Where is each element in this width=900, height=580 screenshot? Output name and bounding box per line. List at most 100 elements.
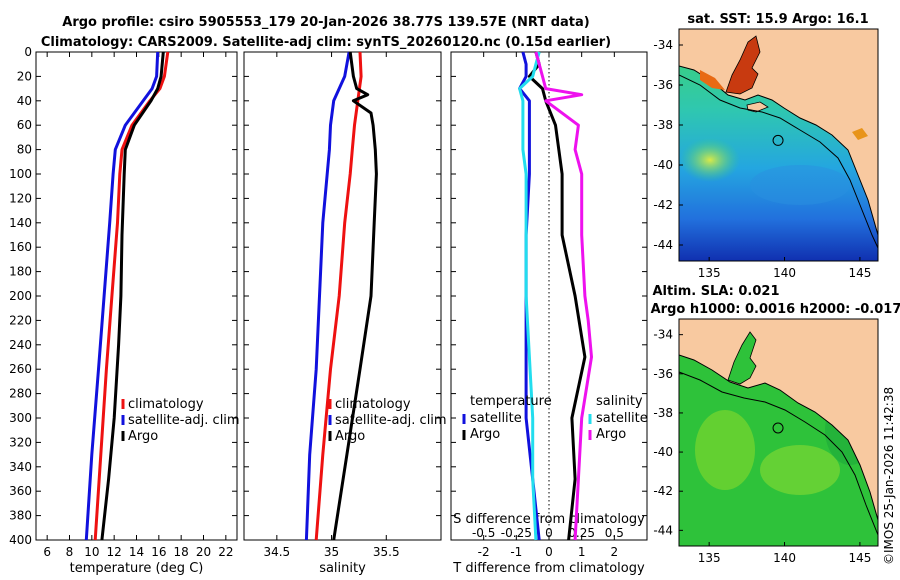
map-x-tick-label: 135 (698, 551, 721, 565)
legend-label: satellite (596, 411, 648, 426)
top-tick-label: -0.25 (501, 526, 532, 540)
x-axis-label: T difference from climatology (452, 561, 645, 576)
sst-map: sat. SST: 15.9 Argo: 16.1 135 140 145 -34 -3… (653, 12, 879, 280)
sst-map-title: sat. SST: 15.9 Argo: 16.1 (687, 12, 868, 27)
top-axis-label: S difference from climatology (453, 512, 645, 527)
x-tick-label: 8 (66, 545, 74, 559)
plot-area (243, 51, 442, 541)
x-tick-label: 35 (324, 545, 339, 559)
map-x-tick-label: 135 (698, 266, 721, 280)
map-y-tick-label: -44 (653, 523, 673, 537)
map-y-tick-label: -42 (653, 198, 673, 212)
y-tick-label: 40 (17, 94, 32, 108)
y-tick-label: 380 (9, 509, 32, 523)
legend-label: satellite (470, 411, 522, 426)
x-tick-label: -1 (510, 545, 522, 559)
y-tick-label: 80 (17, 143, 32, 157)
map-y-tick-label: -40 (653, 445, 673, 459)
legend-left-title: temperature (470, 394, 552, 409)
y-tick-label: 400 (9, 533, 32, 547)
top-tick-label: -0.5 (472, 526, 495, 540)
x-tick-label: 12 (107, 545, 122, 559)
salinity-panel: 34.5 35 35.5 salinity climatologysatellite-a… (243, 51, 447, 576)
series-line-1 (93, 51, 170, 541)
series-line-1 (314, 51, 363, 541)
x-axis-label: temperature (deg C) (70, 561, 204, 576)
series-line-2 (84, 51, 160, 541)
y-tick-label: 360 (9, 484, 32, 498)
map-y-tick-label: -40 (653, 158, 673, 172)
map-x-tick-label: 145 (848, 551, 871, 565)
y-tick-label: 140 (9, 216, 32, 230)
sla-map-frame (678, 318, 879, 547)
sla-map-title-line2: Argo h1000: 0.0016 h2000: -0.017 (651, 302, 900, 317)
legend-label: climatology (335, 397, 411, 412)
legend-label: Argo (335, 429, 365, 444)
x-tick-label: 0 (545, 545, 553, 559)
y-tick-label: 220 (9, 313, 32, 327)
difference-panel: -2 -1 0 1 2 T difference from climatology -0.5… (450, 51, 648, 576)
copyright-stamp: ©IMOS 25-Jan-2026 11:42:38 (882, 387, 896, 565)
y-tick-label: 240 (9, 338, 32, 352)
y-tick-label: 20 (17, 69, 32, 83)
series-line-3 (100, 51, 165, 541)
x-tick-label: 35.5 (373, 545, 400, 559)
legend-label: satellite-adj. clim (335, 413, 447, 428)
y-tick-label: 300 (9, 411, 32, 425)
legend-label: satellite-adj. clim (128, 413, 240, 428)
map-x-tick-label: 140 (773, 266, 796, 280)
y-tick-label: 180 (9, 265, 32, 279)
y-tick-label: 340 (9, 460, 32, 474)
map-y-tick-label: -34 (653, 328, 673, 342)
map-y-tick-label: -42 (653, 484, 673, 498)
y-tick-label: 200 (9, 289, 32, 303)
map-y-tick-label: -38 (653, 406, 673, 420)
figure-title-line1: Argo profile: csiro 5905553_179 20-Jan-2… (62, 15, 589, 30)
sst-coastal-warm (700, 70, 725, 90)
series-line-3 (332, 51, 378, 541)
top-tick-label: 0.5 (605, 526, 624, 540)
y-tick-label: 0 (24, 45, 32, 59)
x-tick-label: 18 (174, 545, 189, 559)
legend-label: Argo (470, 427, 500, 442)
map-y-tick-label: -38 (653, 118, 673, 132)
series-line-2 (304, 51, 351, 541)
sla-shelf-contour (679, 371, 878, 536)
legend-label: climatology (128, 397, 204, 412)
x-tick-label: 20 (196, 545, 211, 559)
sst-map-frame (678, 28, 879, 262)
map-y-tick-label: -44 (653, 238, 673, 252)
y-tick-label: 160 (9, 240, 32, 254)
sla-map: Altim. SLA: 0.021 Argo h1000: 0.0016 h20… (651, 284, 900, 565)
top-tick-label: 0.25 (568, 526, 595, 540)
plot-area (35, 51, 238, 541)
x-axis-label: salinity (319, 561, 366, 576)
x-tick-label: 16 (151, 545, 166, 559)
legend-label: Argo (128, 429, 158, 444)
legend-label: Argo (596, 427, 626, 442)
x-tick-label: 14 (129, 545, 144, 559)
series-line-1 (518, 51, 541, 541)
x-tick-label: 1 (578, 545, 586, 559)
y-tick-label: 100 (9, 167, 32, 181)
sst-gulf-warm (725, 35, 761, 95)
x-tick-label: 2 (611, 545, 619, 559)
x-tick-label: 22 (218, 545, 233, 559)
y-tick-label: 280 (9, 387, 32, 401)
sla-map-title-line1: Altim. SLA: 0.021 (653, 284, 780, 299)
x-tick-label: -2 (478, 545, 490, 559)
sst-warm-patch (680, 138, 740, 182)
y-tick-label: 320 (9, 435, 32, 449)
map-x-tick-label: 145 (848, 266, 871, 280)
figure-title-line2: Climatology: CARS2009. Satellite-adj cli… (41, 35, 611, 50)
x-tick-label: 10 (84, 545, 99, 559)
map-y-tick-label: -36 (653, 78, 673, 92)
x-tick-label: 34.5 (263, 545, 290, 559)
sst-cold-patch (750, 165, 850, 205)
series-line-3 (518, 51, 541, 541)
sla-land (679, 319, 878, 521)
sla-gulf (727, 331, 757, 385)
y-tick-label: 120 (9, 191, 32, 205)
sla-argo-marker (772, 422, 784, 434)
